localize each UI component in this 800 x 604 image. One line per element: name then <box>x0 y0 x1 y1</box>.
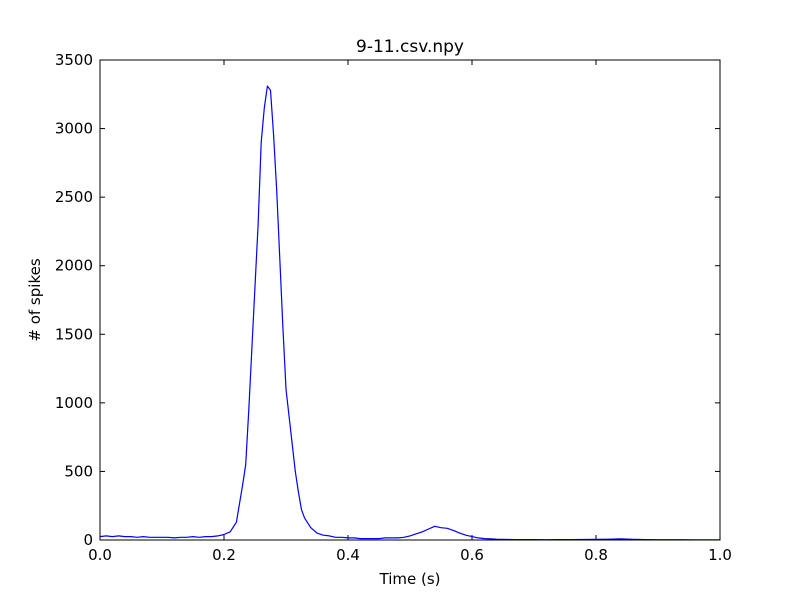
y-axis-label: # of spikes <box>26 258 44 341</box>
x-tick-label: 1.0 <box>708 546 732 564</box>
y-tick-label: 1500 <box>55 325 93 343</box>
x-axis-label: Time (s) <box>379 570 441 588</box>
y-tick-label: 2500 <box>55 188 93 206</box>
x-tick-label: 0.0 <box>88 546 112 564</box>
x-tick-label: 0.2 <box>212 546 236 564</box>
y-tick-label: 500 <box>64 462 93 480</box>
x-tick-label: 0.6 <box>460 546 484 564</box>
y-tick-label: 2000 <box>55 257 93 275</box>
chart-title: 9-11.csv.npy <box>356 37 464 57</box>
plot-frame <box>99 59 721 541</box>
x-tick-label: 0.8 <box>584 546 608 564</box>
y-tick-label: 0 <box>83 531 93 549</box>
y-tick-label: 3000 <box>55 120 93 138</box>
x-tick-label: 0.4 <box>336 546 360 564</box>
y-tick-label: 3500 <box>55 51 93 69</box>
plot-area <box>100 60 720 540</box>
ticks-layer: 0.0 0.2 0.4 0.6 0.8 1.0 0 500 1000 1500 2000 2500 30… <box>55 51 732 564</box>
y-tick-label: 1000 <box>55 394 93 412</box>
